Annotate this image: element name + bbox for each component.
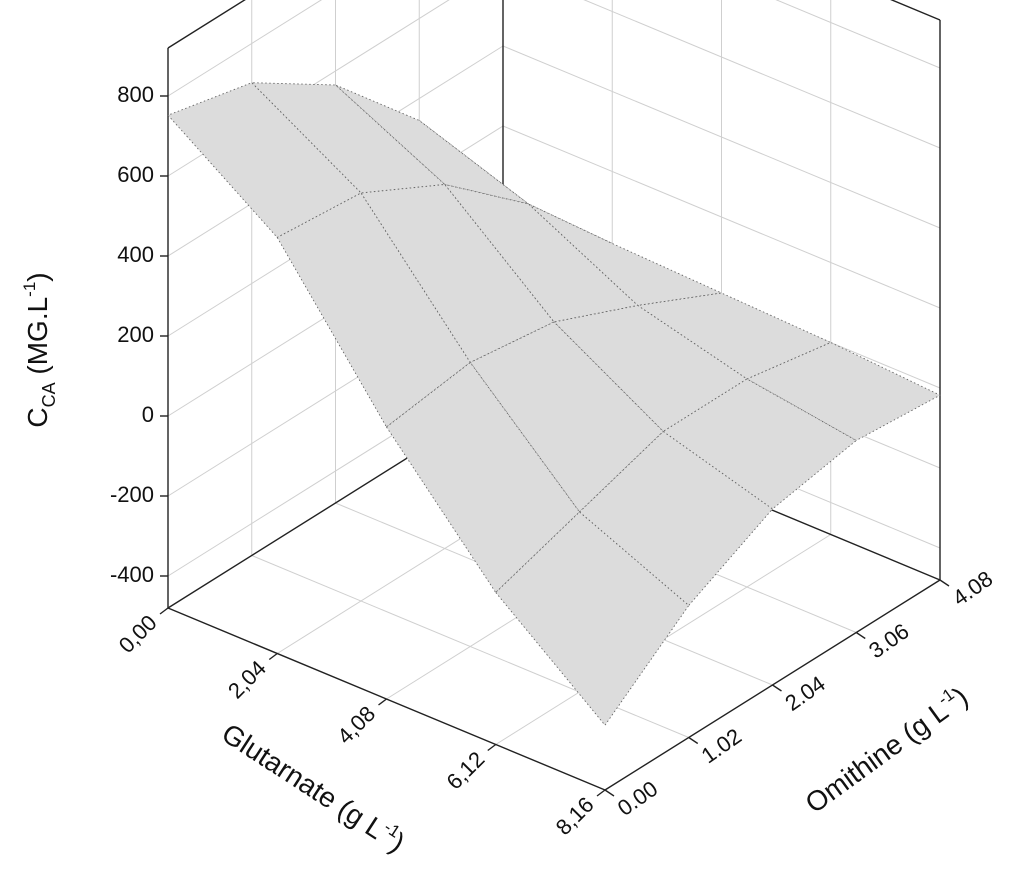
surface-patch <box>167 82 362 239</box>
axis-line <box>167 0 246 49</box>
tick-mark <box>688 736 699 745</box>
tick-mark <box>855 631 866 640</box>
z-axis-title-part: -1 <box>20 282 39 297</box>
surface-patch <box>335 84 529 205</box>
grid-line <box>167 0 323 97</box>
tick-mark <box>487 743 497 752</box>
tick-mark <box>378 698 387 706</box>
tick-mark <box>596 789 606 797</box>
z-tick-label: -200 <box>110 482 154 507</box>
grid-line <box>775 0 941 69</box>
surface-patch <box>636 292 832 380</box>
z-axis-title-part: CA <box>39 382 59 407</box>
z-tick-label: 0 <box>142 402 154 427</box>
surface-patch <box>553 305 748 433</box>
surface-patch <box>385 361 581 594</box>
tick-mark <box>268 652 278 661</box>
surface-patch <box>360 184 555 364</box>
surface-patch <box>495 511 690 726</box>
surface-patch <box>528 203 724 306</box>
z-tick-label: 200 <box>117 322 154 347</box>
z-axis-title-part: ) <box>22 272 53 281</box>
surface-patch <box>250 82 446 194</box>
tick-mark <box>939 579 950 587</box>
z-axis-title-part: C <box>22 407 53 427</box>
z-tick-label: 800 <box>117 82 154 107</box>
tick-mark <box>159 607 169 615</box>
tick-mark <box>772 684 782 692</box>
z-tick-label: 600 <box>117 162 154 187</box>
surface-patch <box>745 342 941 442</box>
z-axis-title: CCA (MG.L-1) <box>20 272 59 427</box>
surface-patch <box>578 430 774 607</box>
z-tick-label: -400 <box>110 562 154 587</box>
z-tick-label: 400 <box>117 242 154 267</box>
tick-mark <box>604 789 615 797</box>
z-axis-title-part: (MG.L <box>22 297 53 383</box>
